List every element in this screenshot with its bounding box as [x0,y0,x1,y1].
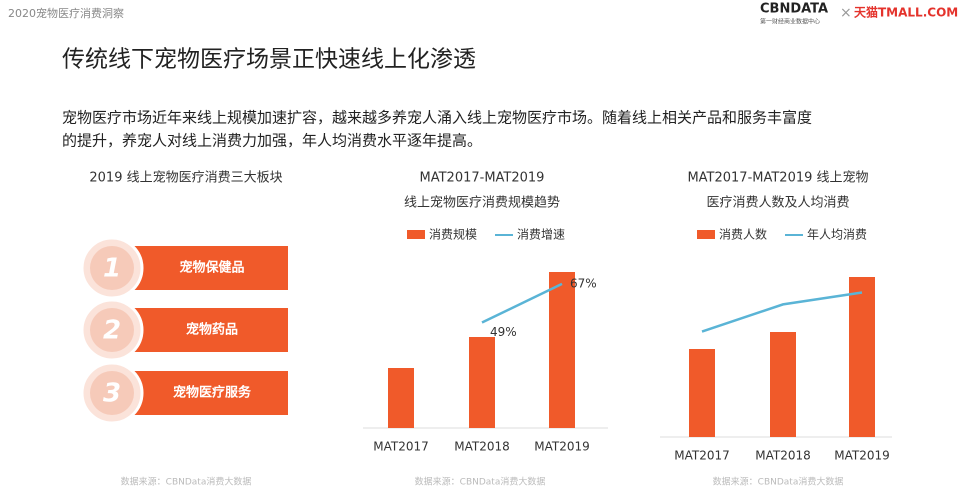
segment-number: 3 [103,379,121,409]
x-tick-label: MAT2019 [534,440,590,454]
bar [388,368,414,428]
legend-label: 消费人数 [719,227,767,242]
report-name: 2020宠物医疗消费洞察 [8,6,124,20]
segment-badge-inner [90,371,134,415]
legend-swatch [407,230,425,239]
bar [549,272,575,428]
brand-sub: 第一财经商业数据中心 [760,18,820,26]
legend-swatch [697,230,715,239]
source: 数据来源：CBNData消费大数据 [415,476,546,488]
segment-bar [118,246,288,290]
x-tick-label: MAT2018 [755,449,811,463]
segments-title: 2019 线上宠物医疗消费三大板块 [89,170,282,186]
segment-badge-inner [90,246,134,290]
bar [689,349,715,437]
x-tick-label: MAT2019 [834,449,890,463]
line [481,282,563,324]
chart-subtitle: 线上宠物医疗消费规模趋势 [404,195,560,211]
bar [770,332,796,437]
slide-title: 传统线下宠物医疗场景正快速线上化渗透 [62,47,476,73]
chart-subtitle: 医疗消费人数及人均消费 [706,196,849,211]
separator: × [840,5,852,21]
legend-label: 消费规模 [429,227,477,242]
source: 数据来源：CBNData消费大数据 [713,476,844,488]
x-tick-label: MAT2017 [373,440,429,454]
chart-title: MAT2017-MAT2019 线上宠物 [687,170,868,186]
partner: 天猫TMALL.COM [854,5,958,20]
segment-label: 宠物医疗服务 [173,385,252,401]
segment-label: 宠物药品 [186,322,238,338]
segment-bar [118,371,288,415]
data-label: 67% [570,276,597,290]
line [701,291,863,333]
legend-label: 消费增速 [517,228,565,242]
bar [849,277,875,437]
description-line: 的提升，养宠人对线上消费力加强，年人均消费水平逐年提高。 [62,132,482,150]
segment-bar [118,308,288,352]
chart-title: MAT2017-MAT2019 [420,171,545,186]
segment-number: 1 [103,254,121,284]
data-label: 49% [490,325,517,339]
source: 数据来源：CBNData消费大数据 [121,476,252,488]
segment-number: 2 [103,316,121,346]
segment-badge-inner [90,308,134,352]
bar [469,337,495,428]
x-tick-label: MAT2018 [454,440,510,454]
segment-label: 宠物保健品 [179,260,244,276]
legend-label: 年人均消费 [807,228,867,242]
brand: CBNDATA [760,2,828,17]
description-line: 宠物医疗市场近年来线上规模加速扩容，越来越多养宠人涌入线上宠物医疗市场。随着线上… [62,109,812,127]
x-tick-label: MAT2017 [674,449,730,463]
